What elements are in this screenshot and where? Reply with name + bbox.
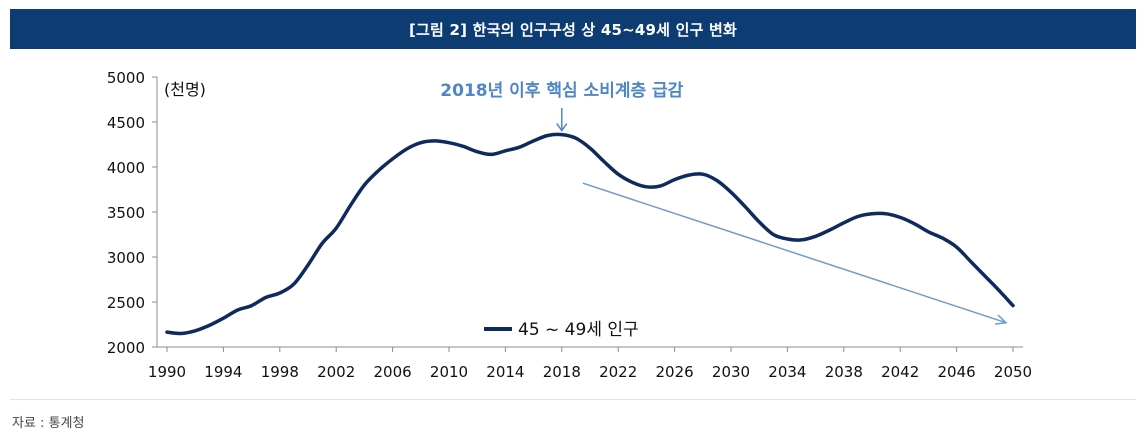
figure-title-bar: [그림 2] 한국의 인구구성 상 45~49세 인구 변화 <box>10 9 1136 49</box>
y-tick-label: 4500 <box>107 114 145 132</box>
x-tick-label: 2042 <box>881 363 919 381</box>
x-tick-label: 2038 <box>825 363 863 381</box>
x-tick-label: 2002 <box>317 363 355 381</box>
x-tick-label: 1990 <box>148 363 186 381</box>
x-tick-label: 1998 <box>261 363 299 381</box>
trend-arrow-line <box>582 182 1007 324</box>
legend-label: 45 ~ 49세 인구 <box>518 320 639 340</box>
y-tick-label: 4000 <box>107 159 145 177</box>
figure-title: [그림 2] 한국의 인구구성 상 45~49세 인구 변화 <box>408 20 738 39</box>
y-tick-label: 3000 <box>107 249 145 267</box>
x-tick-label: 2030 <box>712 363 750 381</box>
x-tick-label: 2034 <box>768 363 806 381</box>
x-tick-label: 2026 <box>656 363 694 381</box>
source-note: 자료 : 통계청 <box>12 416 85 431</box>
annotation-pointer-arrowhead <box>556 123 568 132</box>
y-tick-label: 2500 <box>107 294 145 312</box>
y-tick-label: 2000 <box>107 339 145 357</box>
chart-container: (천명) 2000 2500 3000 3500 4000 4500 5000 1990 19… <box>0 50 1148 395</box>
chart-axes: (천명) <box>156 77 1023 348</box>
annotation-text: 2018년 이후 핵심 소비계층 급감 <box>440 80 683 101</box>
y-unit-label: (천명) <box>164 80 206 99</box>
chart-annotations: 2018년 이후 핵심 소비계층 급감 <box>440 80 1008 325</box>
x-tick-label: 2006 <box>374 363 412 381</box>
x-tick-label: 2010 <box>430 363 468 381</box>
y-tick-label: 3500 <box>107 204 145 222</box>
x-tick-label: 2046 <box>938 363 976 381</box>
series-line <box>165 132 1015 336</box>
x-tick-label: 2022 <box>599 363 637 381</box>
x-tick-label: 2050 <box>994 363 1032 381</box>
chart-legend: 45 ~ 49세 인구 <box>484 320 639 340</box>
trend-arrow-head <box>994 314 1008 325</box>
x-tick-label: 2014 <box>486 363 524 381</box>
x-tick-label: 2018 <box>543 363 581 381</box>
chart-series <box>165 132 1015 336</box>
y-axis-ticks: 2000 2500 3000 3500 4000 4500 5000 <box>107 69 157 357</box>
footer-divider <box>10 399 1136 400</box>
x-axis-ticks: 1990 1994 1998 2002 2006 2010 2014 2018 2022 2026… <box>148 347 1032 381</box>
y-tick-label: 5000 <box>107 69 145 87</box>
x-tick-label: 1994 <box>204 363 242 381</box>
